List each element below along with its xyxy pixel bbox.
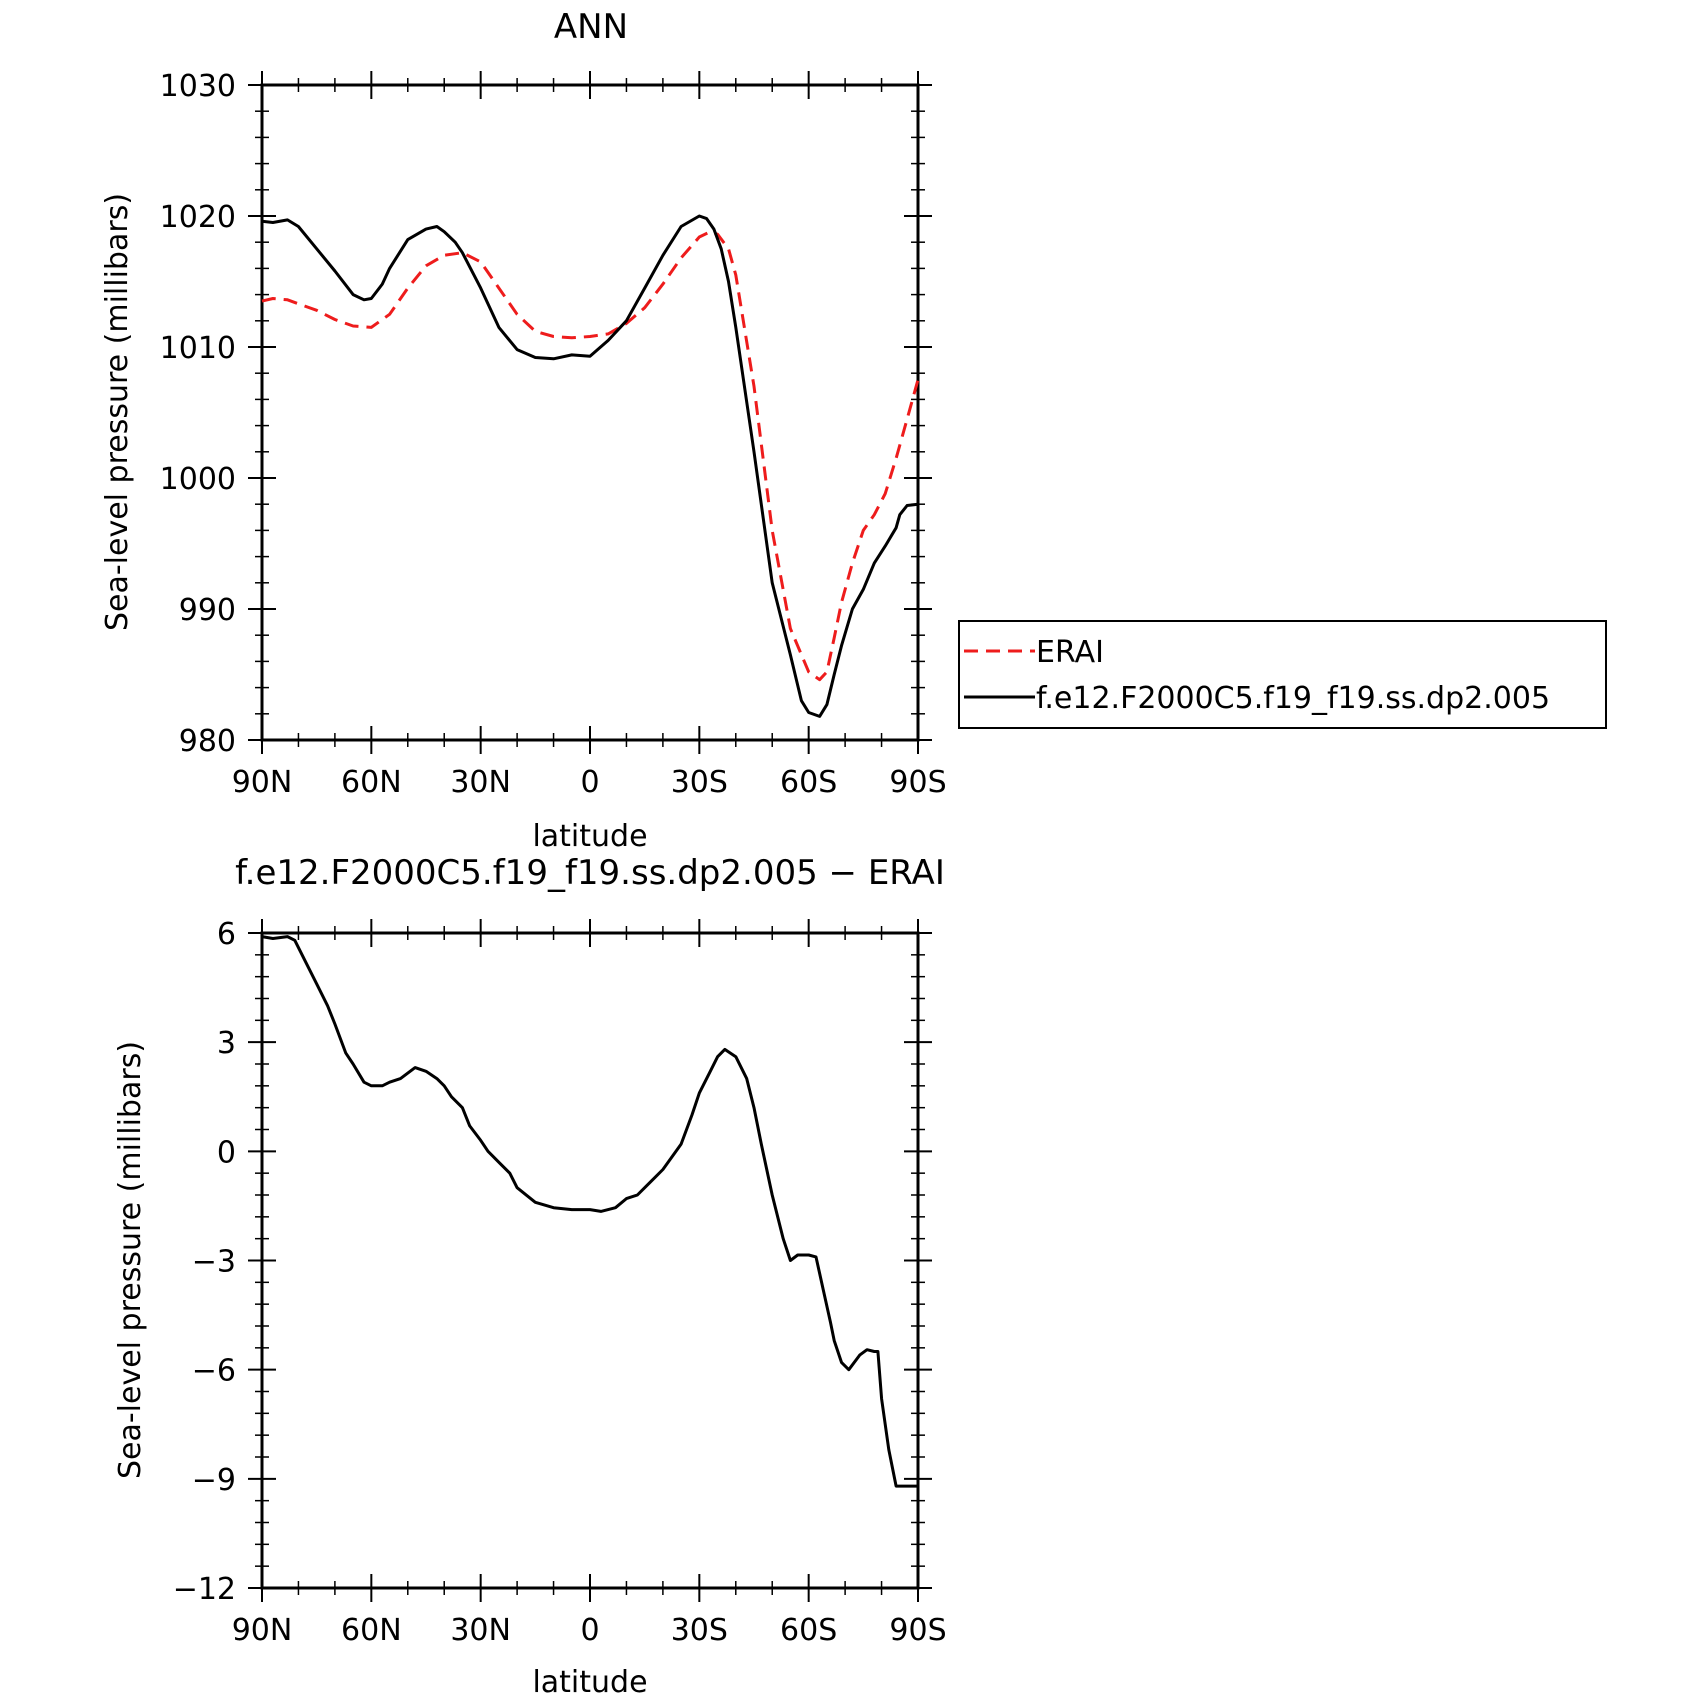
legend-box [958, 620, 1607, 729]
panel-1-y-tick-labels: 980 990 1000 1010 1020 1030 [160, 69, 236, 759]
panel-2-title: f.e12.F2000C5.f19_f19.ss.dp2.005 − ERAI [235, 853, 945, 893]
panel-2-y-tick-label: 0 [217, 1135, 236, 1170]
panel-1: ANN 980 990 1000 1010 1020 1030 90N 60N 30N 0 30S… [100, 7, 1607, 854]
panel-1-y-tick-label: 990 [179, 593, 236, 628]
panel-2-x-tick-label: 30S [671, 1613, 728, 1648]
panel-2-x-tick-label: 90N [232, 1613, 293, 1648]
legend: ERAI f.e12.F2000C5.f19_f19.ss.dp2.005 [958, 620, 1607, 729]
panel-2-x-tick-label: 60N [341, 1613, 402, 1648]
panel-2-y-tick-label: −6 [192, 1354, 236, 1389]
panel-1-y-axis-label: Sea-level pressure (millibars) [100, 193, 135, 631]
legend-label-model: f.e12.F2000C5.f19_f19.ss.dp2.005 [1036, 681, 1550, 716]
panel-2-y-tick-label: −9 [192, 1463, 236, 1498]
panel-1-x-axis-label: latitude [532, 819, 647, 854]
panel-2-x-axis-label: latitude [532, 1665, 647, 1697]
panel-2-x-tick-label: 60S [780, 1613, 837, 1648]
panel-2-series [261, 935, 918, 1488]
panel-1-x-tick-label: 30S [671, 765, 728, 800]
panel-2-x-tick-labels: 90N 60N 30N 0 30S 60S 90S [232, 1613, 947, 1648]
panel-2: f.e12.F2000C5.f19_f19.ss.dp2.005 − ERAI … [113, 853, 947, 1697]
panel-1-y-tick-label: 1020 [160, 200, 236, 235]
panel-1-y-tick-label: 1010 [160, 331, 236, 366]
panel-1-ticks [248, 71, 932, 754]
panel-2-y-tick-labels: −12 −9 −6 −3 0 3 6 [173, 917, 236, 1607]
legend-label-erai: ERAI [1036, 635, 1104, 670]
panel-2-plot-frame [260, 931, 920, 1590]
panel-1-series-line-erai [261, 230, 920, 682]
panel-1-x-tick-label: 0 [580, 765, 599, 800]
panel-1-x-tick-label: 30N [450, 765, 511, 800]
panel-1-y-tick-label: 1030 [160, 69, 236, 104]
panel-2-y-axis-label: Sea-level pressure (millibars) [113, 1041, 148, 1479]
panel-1-plot-frame [260, 83, 920, 742]
panel-1-x-tick-label: 90N [232, 765, 293, 800]
panel-1-series [261, 214, 920, 718]
panel-2-x-tick-label: 0 [580, 1613, 599, 1648]
panel-1-x-tick-labels: 90N 60N 30N 0 30S 60S 90S [232, 765, 947, 800]
panel-1-x-tick-label: 60N [341, 765, 402, 800]
panel-1-y-tick-label: 980 [179, 724, 236, 759]
panel-2-ticks [248, 919, 932, 1602]
panel-2-y-tick-label: 3 [217, 1026, 236, 1061]
panel-2-x-tick-label: 30N [450, 1613, 511, 1648]
panel-1-x-tick-label: 90S [889, 765, 946, 800]
panel-1-series-line-f-e12-f2000c5-f19-f19-ss-dp2-005 [261, 214, 919, 718]
panel-2-x-tick-label: 90S [889, 1613, 946, 1648]
panel-2-series-line-difference [261, 935, 918, 1488]
panel-2-y-tick-label: 6 [217, 917, 236, 952]
panel-2-y-tick-label: −12 [173, 1572, 236, 1607]
panel-1-x-tick-label: 60S [780, 765, 837, 800]
panel-1-y-tick-label: 1000 [160, 462, 236, 497]
panel-1-title: ANN [554, 7, 628, 47]
panel-2-y-tick-label: −3 [192, 1245, 236, 1280]
